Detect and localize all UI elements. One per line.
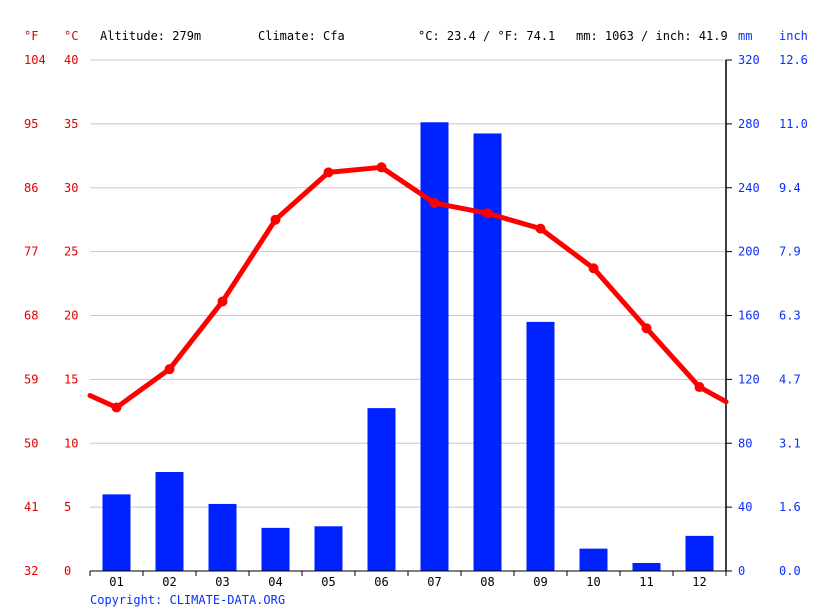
inch-tick-label: 0.0 bbox=[779, 564, 801, 578]
precipitation-bars bbox=[102, 122, 714, 572]
axes bbox=[89, 59, 732, 576]
precipitation-bar bbox=[579, 548, 608, 571]
celsius-tick-label: 15 bbox=[64, 372, 78, 386]
mm-tick-label: 0 bbox=[738, 564, 745, 578]
month-tick-label: 08 bbox=[480, 575, 494, 589]
temperature-point bbox=[376, 162, 387, 173]
temperature-point bbox=[164, 364, 175, 375]
fahrenheit-tick-label: 95 bbox=[24, 117, 38, 131]
fahrenheit-tick-label: 59 bbox=[24, 372, 38, 386]
celsius-tick-label: 40 bbox=[64, 53, 78, 67]
precipitation-bar bbox=[314, 526, 343, 571]
precipitation-bar bbox=[473, 133, 502, 572]
inch-tick-label: 7.9 bbox=[779, 245, 801, 259]
mm-tick-label: 280 bbox=[738, 117, 760, 131]
fahrenheit-tick-label: 41 bbox=[24, 500, 38, 514]
temperature-point bbox=[270, 214, 281, 225]
precipitation-bar bbox=[367, 408, 396, 571]
fahrenheit-unit-label: °F bbox=[24, 29, 38, 43]
month-tick-label: 01 bbox=[109, 575, 123, 589]
fahrenheit-tick-label: 86 bbox=[24, 181, 38, 195]
celsius-tick-label: 30 bbox=[64, 181, 78, 195]
mm-tick-label: 120 bbox=[738, 372, 760, 386]
month-tick-label: 03 bbox=[215, 575, 229, 589]
temperature-point bbox=[323, 167, 334, 178]
temperature-point bbox=[641, 323, 652, 334]
temperature-point bbox=[429, 198, 440, 209]
month-tick-label: 10 bbox=[586, 575, 600, 589]
gridlines bbox=[90, 59, 726, 508]
month-tick-label: 12 bbox=[692, 575, 706, 589]
month-tick-label: 09 bbox=[533, 575, 547, 589]
temperature-point bbox=[694, 382, 705, 393]
celsius-unit-label: °C bbox=[64, 29, 78, 43]
inch-tick-label: 12.6 bbox=[779, 53, 808, 67]
precipitation-bar bbox=[420, 122, 449, 571]
month-tick-label: 05 bbox=[321, 575, 335, 589]
mm-tick-label: 320 bbox=[738, 53, 760, 67]
inch-tick-label: 3.1 bbox=[779, 436, 801, 450]
mm-tick-label: 200 bbox=[738, 245, 760, 259]
fahrenheit-tick-label: 50 bbox=[24, 436, 38, 450]
mm-tick-label: 160 bbox=[738, 309, 760, 323]
temperature-line bbox=[87, 162, 729, 413]
month-tick-label: 07 bbox=[427, 575, 441, 589]
month-tick-label: 02 bbox=[162, 575, 176, 589]
inch-tick-label: 1.6 bbox=[779, 500, 801, 514]
mm-tick-label: 40 bbox=[738, 500, 752, 514]
fahrenheit-tick-label: 77 bbox=[24, 245, 38, 259]
precipitation-bar bbox=[155, 471, 184, 571]
inch-unit-label: inch bbox=[779, 29, 808, 43]
precipitation-total-label: mm: 1063 / inch: 41.9 bbox=[576, 29, 728, 43]
temperature-point bbox=[111, 402, 122, 413]
climate-label: Climate: Cfa bbox=[258, 29, 345, 43]
inch-tick-label: 6.3 bbox=[779, 309, 801, 323]
average-temperature-label: °C: 23.4 / °F: 74.1 bbox=[418, 29, 555, 43]
inch-tick-label: 11.0 bbox=[779, 117, 808, 131]
celsius-tick-label: 25 bbox=[64, 245, 78, 259]
fahrenheit-tick-label: 104 bbox=[24, 53, 46, 67]
temperature-point bbox=[482, 208, 493, 219]
celsius-tick-label: 10 bbox=[64, 436, 78, 450]
month-tick-label: 06 bbox=[374, 575, 388, 589]
month-tick-label: 04 bbox=[268, 575, 282, 589]
inch-tick-label: 4.7 bbox=[779, 372, 801, 386]
celsius-tick-label: 5 bbox=[64, 500, 71, 514]
inch-tick-label: 9.4 bbox=[779, 181, 801, 195]
celsius-tick-label: 20 bbox=[64, 309, 78, 323]
mm-tick-label: 80 bbox=[738, 436, 752, 450]
month-tick-label: 11 bbox=[639, 575, 653, 589]
fahrenheit-tick-label: 32 bbox=[24, 564, 38, 578]
temperature-point bbox=[535, 223, 546, 234]
altitude-label: Altitude: 279m bbox=[100, 29, 201, 43]
precipitation-bar bbox=[208, 503, 237, 571]
precipitation-bar bbox=[632, 563, 661, 571]
precipitation-bar bbox=[102, 494, 131, 571]
celsius-tick-label: 35 bbox=[64, 117, 78, 131]
copyright-text: Copyright: CLIMATE-DATA.ORG bbox=[90, 593, 285, 607]
temperature-series-line bbox=[87, 164, 729, 410]
precipitation-bar bbox=[261, 527, 290, 571]
mm-tick-label: 240 bbox=[738, 181, 760, 195]
temperature-point bbox=[588, 263, 599, 274]
temperature-point bbox=[217, 296, 228, 307]
tick-labels: 32 0 0 0.041 5 40 1.650 10 80 3.159 15 120 4.768 20 16… bbox=[24, 53, 808, 589]
mm-unit-label: mm bbox=[738, 29, 752, 43]
fahrenheit-tick-label: 68 bbox=[24, 309, 38, 323]
celsius-tick-label: 0 bbox=[64, 564, 71, 578]
precipitation-bar bbox=[685, 535, 714, 571]
precipitation-bar bbox=[526, 321, 555, 571]
